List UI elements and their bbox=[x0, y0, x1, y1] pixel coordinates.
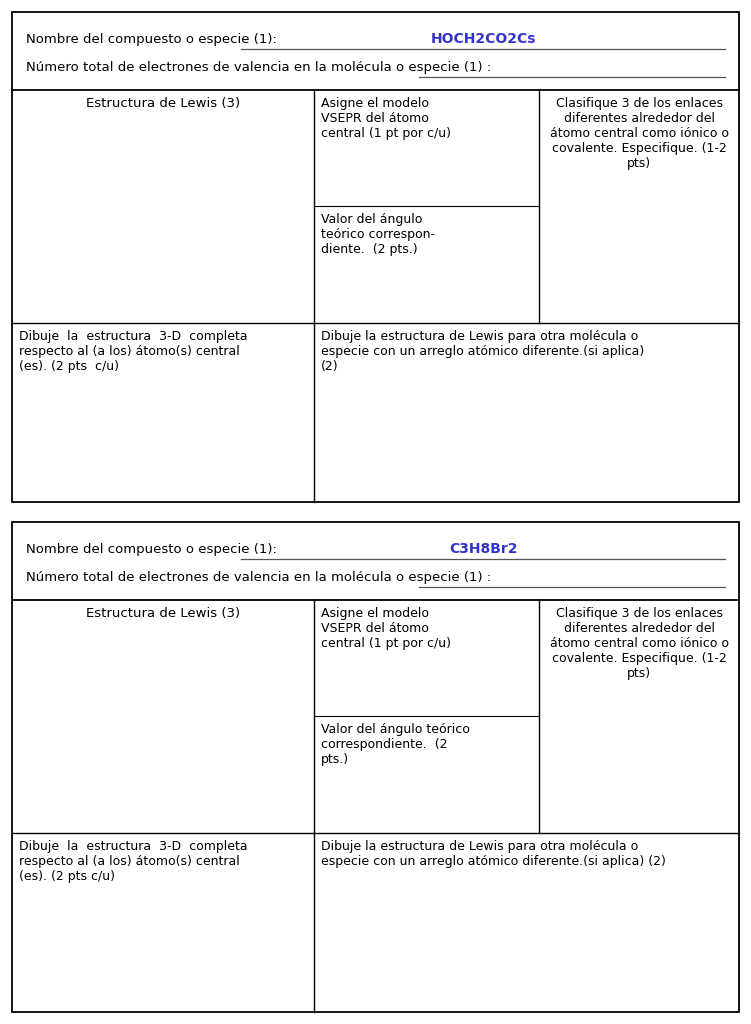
Text: Asigne el modelo
VSEPR del átomo
central (1 pt por c/u): Asigne el modelo VSEPR del átomo central… bbox=[321, 607, 451, 650]
Text: Dibuje  la  estructura  3-D  completa
respecto al (a los) átomo(s) central
(es).: Dibuje la estructura 3-D completa respec… bbox=[19, 330, 248, 373]
Bar bbox=[12, 12, 739, 502]
Text: Clasifique 3 de los enlaces
diferentes alrededor del
átomo central como iónico o: Clasifique 3 de los enlaces diferentes a… bbox=[550, 607, 728, 680]
Text: Estructura de Lewis (3): Estructura de Lewis (3) bbox=[86, 97, 240, 110]
Text: Valor del ángulo teórico
correspondiente.  (2
pts.): Valor del ángulo teórico correspondiente… bbox=[321, 723, 469, 766]
Text: Valor del ángulo
teórico correspon-
diente.  (2 pts.): Valor del ángulo teórico correspon- dien… bbox=[321, 213, 435, 256]
Text: Número total de electrones de valencia en la molécula o especie (1) :: Número total de electrones de valencia e… bbox=[26, 571, 496, 585]
Text: Asigne el modelo
VSEPR del átomo
central (1 pt por c/u): Asigne el modelo VSEPR del átomo central… bbox=[321, 97, 451, 140]
Text: Estructura de Lewis (3): Estructura de Lewis (3) bbox=[86, 607, 240, 620]
Text: C3H8Br2: C3H8Br2 bbox=[449, 542, 517, 556]
Text: Clasifique 3 de los enlaces
diferentes alrededor del
átomo central como iónico o: Clasifique 3 de los enlaces diferentes a… bbox=[550, 97, 728, 170]
Text: Número total de electrones de valencia en la molécula o especie (1) :: Número total de electrones de valencia e… bbox=[26, 61, 496, 75]
Text: Dibuje la estructura de Lewis para otra molécula o
especie con un arreglo atómic: Dibuje la estructura de Lewis para otra … bbox=[321, 330, 644, 373]
Bar bbox=[12, 522, 739, 1012]
Text: Dibuje  la  estructura  3-D  completa
respecto al (a los) átomo(s) central
(es).: Dibuje la estructura 3-D completa respec… bbox=[19, 840, 248, 883]
Text: HOCH2CO2Cs: HOCH2CO2Cs bbox=[430, 32, 535, 46]
Text: Nombre del compuesto o especie (1):: Nombre del compuesto o especie (1): bbox=[26, 544, 281, 556]
Text: Nombre del compuesto o especie (1):: Nombre del compuesto o especie (1): bbox=[26, 34, 281, 46]
Text: Dibuje la estructura de Lewis para otra molécula o
especie con un arreglo atómic: Dibuje la estructura de Lewis para otra … bbox=[321, 840, 665, 867]
